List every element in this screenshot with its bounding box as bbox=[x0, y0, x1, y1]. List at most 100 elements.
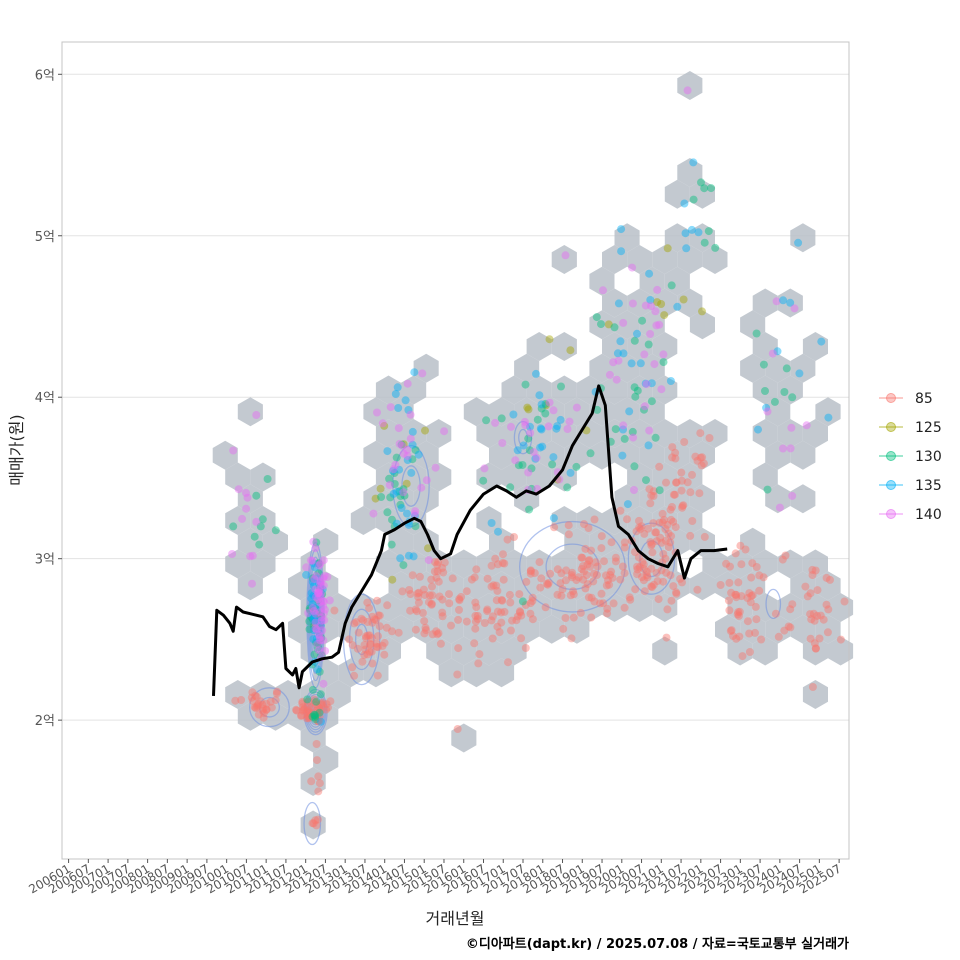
hex-bin bbox=[727, 593, 753, 622]
point-series-85 bbox=[635, 516, 643, 525]
point-series-140 bbox=[308, 556, 317, 565]
point-series-140 bbox=[532, 453, 541, 462]
point-series-85 bbox=[247, 693, 256, 702]
point-series-85 bbox=[697, 461, 706, 470]
point-series-135 bbox=[618, 451, 627, 460]
point-series-85 bbox=[752, 563, 761, 571]
point-series-130 bbox=[411, 522, 420, 531]
hex-bin bbox=[627, 332, 653, 361]
hex-bin bbox=[275, 680, 301, 709]
point-series-140 bbox=[319, 556, 328, 565]
point-series-130 bbox=[563, 483, 572, 492]
point-series-125 bbox=[566, 346, 575, 355]
hex-bin bbox=[589, 266, 615, 296]
point-series-85 bbox=[528, 597, 537, 605]
point-series-85 bbox=[515, 590, 524, 599]
point-series-85 bbox=[304, 714, 313, 723]
point-series-85 bbox=[583, 580, 592, 589]
point-series-85 bbox=[512, 616, 521, 625]
point-series-85 bbox=[823, 628, 832, 637]
point-series-85 bbox=[372, 642, 381, 651]
point-series-130 bbox=[311, 604, 320, 613]
point-series-140 bbox=[318, 596, 327, 605]
density-contour bbox=[639, 540, 664, 578]
point-series-130 bbox=[396, 500, 405, 509]
hex-bin bbox=[413, 353, 439, 383]
point-series-85 bbox=[647, 491, 656, 500]
point-series-85 bbox=[732, 593, 741, 602]
point-series-130 bbox=[303, 695, 312, 704]
point-series-130 bbox=[611, 425, 620, 434]
hex-bin bbox=[740, 353, 766, 383]
point-series-130 bbox=[311, 711, 320, 720]
point-series-135 bbox=[309, 559, 318, 568]
hex-bin bbox=[602, 332, 628, 361]
point-series-140 bbox=[312, 625, 321, 634]
hex-bin bbox=[765, 484, 791, 514]
point-series-85 bbox=[488, 612, 497, 621]
point-series-140 bbox=[779, 444, 787, 453]
point-series-85 bbox=[252, 692, 261, 701]
hex-bin bbox=[639, 397, 665, 427]
point-series-85 bbox=[732, 634, 741, 643]
density-contour bbox=[249, 687, 290, 728]
point-series-85 bbox=[438, 612, 447, 621]
point-series-125 bbox=[657, 300, 666, 308]
point-series-135 bbox=[383, 447, 392, 456]
point-series-85 bbox=[365, 604, 374, 613]
point-series-85 bbox=[734, 578, 743, 587]
density-contour bbox=[308, 563, 323, 667]
point-series-130 bbox=[506, 483, 515, 492]
hex-bin bbox=[740, 527, 766, 557]
point-series-85 bbox=[248, 696, 257, 705]
point-series-130 bbox=[385, 474, 394, 483]
point-series-85 bbox=[580, 520, 588, 529]
hex-bin bbox=[652, 462, 678, 492]
hex-bin bbox=[652, 636, 678, 666]
point-series-85 bbox=[657, 538, 666, 547]
point-series-85 bbox=[634, 553, 643, 562]
point-series-85 bbox=[462, 617, 471, 626]
point-series-140 bbox=[318, 626, 327, 635]
point-series-85 bbox=[716, 581, 725, 589]
hex-bin bbox=[765, 440, 791, 470]
point-series-85 bbox=[267, 703, 276, 712]
point-series-130 bbox=[630, 462, 639, 471]
point-series-85 bbox=[262, 706, 271, 715]
point-series-130 bbox=[311, 713, 320, 722]
point-series-140 bbox=[325, 596, 334, 605]
point-series-125 bbox=[371, 494, 380, 503]
point-series-85 bbox=[373, 671, 382, 680]
point-series-85 bbox=[425, 598, 433, 607]
point-series-135 bbox=[309, 616, 318, 625]
hex-bin bbox=[514, 353, 540, 383]
point-series-85 bbox=[562, 566, 571, 575]
hex-bin bbox=[765, 614, 791, 644]
point-series-85 bbox=[363, 650, 372, 659]
point-series-125 bbox=[402, 479, 411, 488]
point-series-140 bbox=[385, 481, 394, 489]
hex-bin bbox=[463, 397, 489, 427]
point-series-130 bbox=[689, 195, 698, 204]
point-series-85 bbox=[657, 566, 666, 575]
point-series-85 bbox=[434, 577, 443, 586]
point-series-85 bbox=[663, 520, 672, 529]
point-series-140 bbox=[319, 679, 328, 688]
point-series-85 bbox=[438, 608, 447, 617]
point-series-85 bbox=[537, 574, 546, 583]
point-series-140 bbox=[311, 585, 320, 594]
hex-bin bbox=[740, 310, 766, 340]
point-series-140 bbox=[373, 408, 381, 417]
point-series-85 bbox=[604, 576, 612, 585]
point-series-85 bbox=[408, 571, 417, 580]
point-series-130 bbox=[263, 475, 272, 483]
hex-bin bbox=[815, 571, 841, 601]
point-series-140 bbox=[309, 607, 318, 615]
point-series-85 bbox=[581, 544, 590, 553]
point-series-85 bbox=[471, 611, 480, 620]
point-series-85 bbox=[566, 591, 575, 600]
point-series-85 bbox=[564, 530, 573, 539]
point-series-85 bbox=[365, 647, 374, 656]
point-series-140 bbox=[315, 586, 324, 595]
density-contour bbox=[309, 570, 322, 660]
